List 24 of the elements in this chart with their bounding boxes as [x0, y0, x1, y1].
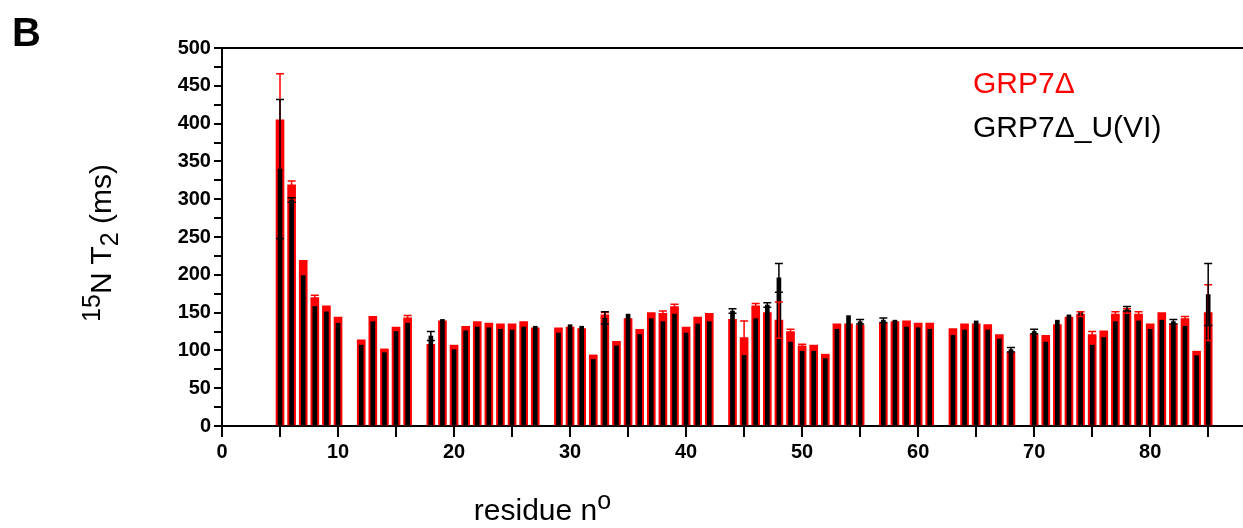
y-tick-label: 500	[177, 35, 211, 58]
x-tick-label: 50	[790, 439, 814, 462]
x-tick-label: 20	[442, 439, 466, 462]
x-tick-label: 0	[216, 439, 228, 462]
y-tick-label: 250	[177, 224, 211, 247]
text: GRP7Δ_U(VI)	[973, 110, 1162, 144]
text: B	[12, 10, 41, 55]
x-tick-label: 70	[1023, 439, 1046, 462]
y-tick-label: 150	[177, 300, 211, 323]
x-tick-label: 80	[1139, 439, 1162, 462]
y-tick-label: 450	[177, 73, 211, 96]
x-tick-label: 60	[907, 439, 930, 462]
x-axis-title: residue n$^{o}$	[473, 486, 612, 526]
x-tick-label: 30	[558, 439, 582, 462]
x-tick-label: 10	[326, 439, 350, 462]
y-tick-label: 200	[177, 262, 211, 285]
x-tick-label: 40	[674, 439, 698, 462]
y-tick-label: 0	[199, 413, 211, 436]
y-tick-label: 100	[177, 337, 211, 360]
y-tick-label: 400	[177, 111, 211, 134]
y-tick-label: 50	[188, 375, 211, 398]
y-tick-label: 300	[177, 186, 211, 209]
y-tick-label: 350	[177, 148, 211, 171]
text: GRP7Δ	[973, 66, 1075, 100]
